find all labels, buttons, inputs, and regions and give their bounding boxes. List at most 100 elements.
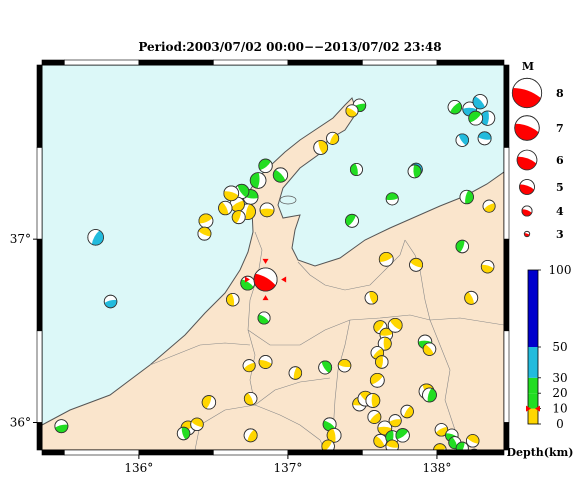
event-beachball [387,317,403,333]
depth-color-segment [528,408,538,424]
magnitude-legend-label: 3 [556,228,564,241]
event-beachball [385,439,399,450]
depth-tick-label: 50 [552,340,567,354]
event-beachball [87,229,104,246]
frame-bar-bottom [362,449,438,456]
depth-tick-label: 0 [556,417,564,431]
event-beachball [385,192,399,206]
x-tick-label: 136° [124,461,153,475]
y-tick-label: 36° [10,416,31,430]
magnitude-legend-ball [521,205,533,217]
event-beachball [373,433,388,448]
magnitude-legend: 8 7 6 5 4 3 [511,77,564,241]
event-beachball [176,426,191,441]
depth-tick-label: 30 [552,371,567,385]
event-beachball [464,290,479,305]
event-beachball [367,410,382,424]
event-beachball [409,257,424,272]
event-beachball [455,133,469,147]
event-beachball [345,213,359,228]
event-beachball [258,158,273,173]
frame-bar-right [503,422,510,451]
event-beachball [375,355,389,369]
frame-bar-left [36,147,43,240]
event-beachball [480,259,495,274]
frame-bar-bottom [287,449,363,456]
event-beachball [459,189,474,205]
magnitude-legend-ball [511,77,543,109]
event-beachball [345,104,359,118]
event-beachball [482,199,496,213]
event-beachball [434,423,449,437]
frame-bar-left [36,422,43,451]
event-beachball [288,366,303,380]
depth-tick-label: 20 [552,386,567,400]
frame-bar-top [362,59,438,66]
event-beachball [198,213,214,229]
event-beachball [400,404,414,419]
event-beachball [257,311,271,325]
event-beachball [243,391,258,406]
event-beachball [231,210,246,225]
event-beachball [318,360,333,375]
event-beachball [242,359,256,373]
event-beachball [472,94,488,110]
event-beachball [226,292,240,307]
frame-bar-bottom [64,449,140,456]
y-tick-label: 37° [10,232,31,246]
chart-title: Period:2003/07/02 00:00−−2013/07/02 23:4… [138,40,442,54]
event-beachball [422,387,437,403]
event-beachball [455,441,469,450]
event-beachball [455,239,469,254]
magnitude-legend-ball [523,230,531,238]
event-beachball [326,131,340,145]
event-beachball [337,358,352,373]
event-beachball [388,414,402,428]
x-tick-label: 137° [273,461,302,475]
event-beachball [243,428,258,443]
magnitude-legend-ball [514,115,540,141]
depth-marker-left [526,405,531,412]
depth-color-segment [528,377,538,394]
lake [279,195,297,205]
event-beachball [468,110,484,126]
frame-bar-top [41,59,65,66]
main-event-beachball [253,267,278,292]
event-markers [54,94,496,450]
event-beachball [223,185,240,202]
event-beachball [395,428,410,443]
frame-bar-left [36,64,43,148]
event-beachball [378,251,394,267]
magnitude-legend-label: 4 [556,205,564,218]
frame-bar-top [436,59,505,66]
event-beachball [477,131,492,146]
magnitude-legend-title: M [522,60,534,73]
depth-legend-title: Depth(km) [507,446,574,459]
depth-color-segment [528,393,538,409]
frame-bar-top [64,59,140,66]
axis-ticks: 136° 137° 138° 37° 36° [10,232,452,475]
event-beachball [313,140,329,155]
event-beachball [377,336,392,351]
main-event-pointer [244,276,250,283]
frame-bar-bottom [41,449,65,456]
main-event-pointer [262,295,269,301]
event-beachball [259,202,275,218]
magnitude-legend-ball [519,179,535,195]
frame-bar-right [503,147,510,240]
event-beachball [218,200,233,216]
event-beachball [480,110,496,126]
magnitude-legend-label: 7 [556,122,564,135]
event-beachball [54,419,69,434]
depth-tick-label: 100 [549,263,572,277]
event-beachball [465,434,480,448]
event-beachball [364,291,379,305]
event-beachball [197,226,212,241]
frame-bar-bottom [138,449,214,456]
x-tick-label: 138° [422,461,451,475]
event-beachball [377,420,393,436]
event-beachball [249,172,267,189]
depth-tick-label: 10 [552,402,567,416]
